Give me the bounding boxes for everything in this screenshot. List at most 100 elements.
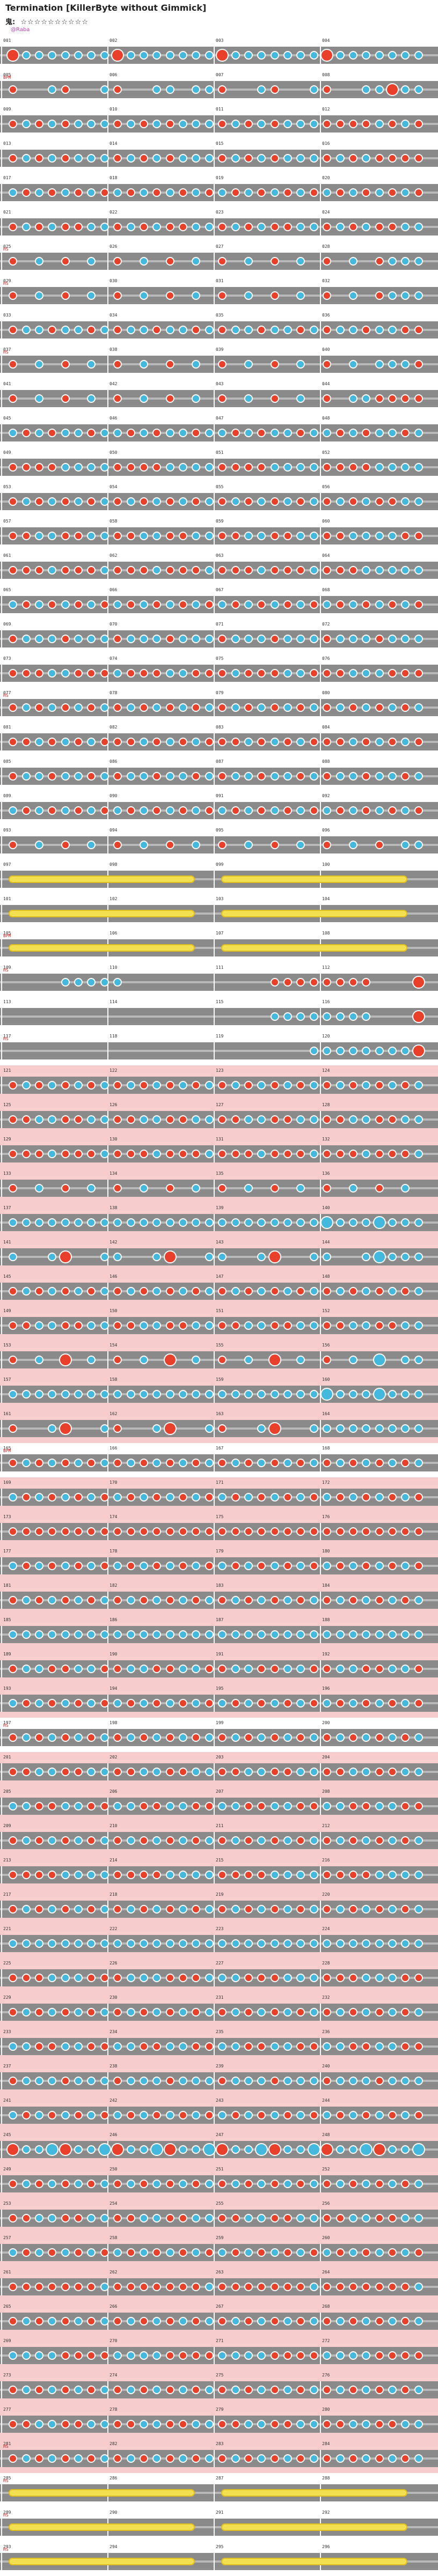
- don-note: [34, 1596, 43, 1605]
- measure-number: 037: [3, 347, 11, 352]
- measure-number: 160: [322, 1377, 330, 1382]
- ka-note: [113, 429, 122, 437]
- don-note: [34, 2008, 43, 2016]
- don-note: [231, 1321, 240, 1330]
- ka-note: [401, 1665, 410, 1673]
- ka-note: [283, 1012, 293, 1021]
- don-note: [323, 394, 332, 403]
- measure-number: 214: [110, 1858, 118, 1863]
- ka-note: [401, 291, 410, 300]
- don-note: [139, 1836, 148, 1845]
- measure-number: 127: [216, 1102, 224, 1107]
- don-note: [74, 2420, 83, 2428]
- don-note: [87, 1596, 96, 1605]
- measure-divider: [214, 768, 215, 785]
- don-note: [414, 1802, 423, 1810]
- ka-note: [218, 1562, 227, 1570]
- ka-note: [414, 703, 423, 712]
- measure-divider: [214, 1283, 215, 1300]
- ka-note: [113, 1562, 122, 1570]
- ka-note: [323, 1424, 332, 1433]
- don-note: [61, 1768, 70, 1776]
- measure-number: 119: [216, 1034, 224, 1039]
- measure-number: 237: [3, 2064, 11, 2069]
- measure-number: 150: [110, 1308, 118, 1313]
- don-note: [270, 532, 279, 540]
- ka-note: [205, 2008, 214, 2016]
- chart-row: 201 202 203 204: [0, 1752, 438, 1786]
- measure-number: 093: [3, 828, 11, 833]
- don-note: [414, 360, 423, 369]
- ka-note: [270, 1699, 279, 1707]
- ka-note: [283, 1459, 293, 1467]
- ka-note: [205, 1115, 214, 1124]
- ka-note: [34, 738, 43, 746]
- chart-row: 169 170 171 172: [0, 1477, 438, 1512]
- don-note: [296, 1150, 305, 1158]
- don-note: [192, 497, 201, 506]
- ka-note: [126, 635, 135, 643]
- measure-divider: [1, 733, 2, 750]
- chart-row: 001 002 003 004: [0, 35, 438, 70]
- ka-note: [231, 1665, 240, 1673]
- ka-note: [165, 188, 174, 197]
- don-note: [74, 566, 83, 575]
- don-note: [257, 738, 266, 746]
- ka-note: [335, 2386, 345, 2394]
- chart-row: 205 206 207 208: [0, 1786, 438, 1821]
- drumroll-bar: [9, 910, 195, 917]
- ka-note: [165, 669, 174, 678]
- measure-divider: [1, 802, 2, 819]
- chart-row: 057 058 059 060: [0, 516, 438, 550]
- don-note: [388, 188, 397, 197]
- ka-note: [205, 635, 214, 643]
- don-note: [320, 2143, 334, 2156]
- don-note: [270, 2386, 279, 2394]
- measure-number: 236: [322, 2029, 330, 2034]
- ka-note: [179, 1733, 188, 1742]
- measure-divider: [320, 2210, 321, 2227]
- ka-note: [218, 188, 227, 197]
- note-lane: [0, 1042, 438, 1059]
- chart-row: 189 190 191 192: [0, 1649, 438, 1683]
- ka-note: [192, 1871, 201, 1879]
- don-note: [375, 2386, 384, 2394]
- ka-note: [283, 463, 293, 472]
- ka-note: [100, 532, 109, 540]
- don-note: [414, 1974, 423, 1982]
- measure-number: 062: [110, 553, 118, 558]
- don-note: [335, 600, 345, 609]
- measure-number: 239: [216, 2064, 224, 2069]
- don-note: [113, 1871, 122, 1879]
- measure-divider: [320, 1386, 321, 1403]
- don-note: [111, 2143, 125, 2156]
- don-note: [388, 120, 397, 128]
- measure-number: 001: [3, 38, 11, 43]
- measure-divider: [320, 1283, 321, 1300]
- ka-note: [152, 1253, 162, 1261]
- don-note: [231, 463, 240, 472]
- measure-number: 250: [110, 2167, 118, 2172]
- don-note: [192, 326, 201, 334]
- don-note: [231, 2214, 240, 2222]
- ka-note: [126, 1081, 135, 1090]
- ka-note: [165, 2248, 174, 2257]
- ka-note: [34, 1321, 43, 1330]
- don-note: [388, 1321, 397, 1330]
- ka-note: [48, 154, 57, 163]
- ka-note: [165, 1699, 174, 1707]
- measure-number: 033: [3, 313, 11, 318]
- ka-note: [100, 1150, 109, 1158]
- measure-number: 276: [322, 2373, 330, 2378]
- ka-note: [61, 1630, 70, 1639]
- don-note: [218, 257, 227, 266]
- measure-number: 270: [110, 2338, 118, 2343]
- ka-note: [87, 978, 96, 987]
- don-note: [61, 532, 70, 540]
- ka-note: [309, 1218, 318, 1227]
- measure-divider: [214, 150, 215, 167]
- ka-note: [244, 1390, 253, 1399]
- don-note: [165, 1459, 174, 1467]
- ka-note: [231, 2317, 240, 2325]
- measure-divider: [214, 356, 215, 373]
